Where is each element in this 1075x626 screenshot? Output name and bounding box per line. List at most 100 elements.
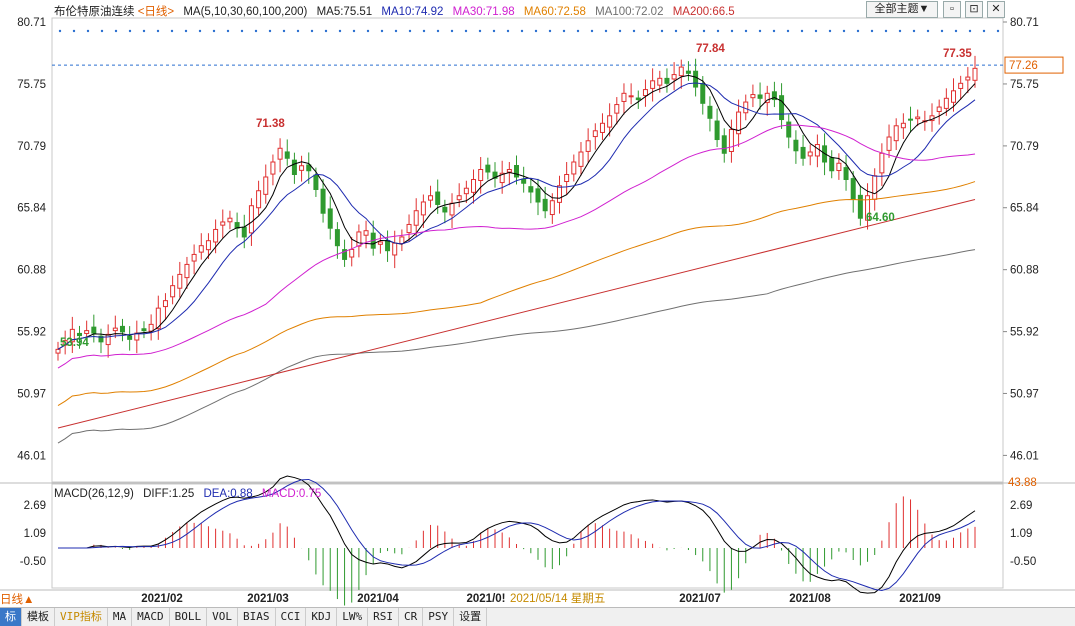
- marker-dot: [548, 29, 552, 33]
- marker-dot: [114, 29, 118, 33]
- candle-body: [420, 201, 426, 216]
- marker-dot: [786, 29, 790, 33]
- y-axis-label-left: 55.92: [17, 327, 46, 339]
- marker-dot: [492, 29, 496, 33]
- y-axis-label-right: 55.92: [1010, 327, 1039, 339]
- toolbar-item[interactable]: LW%: [337, 608, 369, 626]
- toolbar-item[interactable]: BOLL: [170, 608, 208, 626]
- marker-dot: [716, 29, 720, 33]
- candle-body: [499, 172, 505, 184]
- candle-body: [320, 188, 326, 214]
- marker-dot: [688, 29, 692, 33]
- period-toggle[interactable]: 日线▲: [0, 594, 35, 606]
- y-axis-label-right: 46.01: [1010, 450, 1039, 462]
- macd-panel-frame: [51, 483, 1004, 589]
- candle-body: [779, 95, 785, 121]
- candle-body: [284, 151, 290, 159]
- marker-dot: [646, 29, 650, 33]
- candle-body: [69, 328, 75, 343]
- marker-dot: [730, 29, 734, 33]
- candle-body: [972, 67, 978, 81]
- macd-y-label-left: -0.50: [20, 556, 46, 568]
- ma60-value: MA60:72.58: [523, 6, 586, 18]
- annotation-low: 53.94: [60, 337, 89, 349]
- candle-body: [721, 135, 727, 154]
- candle-body: [84, 330, 90, 334]
- y-axis-label-left: 70.79: [17, 141, 46, 153]
- marker-dot: [884, 29, 888, 33]
- marker-dot: [240, 29, 244, 33]
- candle-body: [893, 125, 899, 142]
- marker-dot: [366, 29, 370, 33]
- theme-select-button[interactable]: 全部主题▼: [866, 1, 938, 18]
- marker-dot: [58, 29, 62, 33]
- candle-body: [76, 332, 82, 337]
- ma100-line: [57, 249, 976, 444]
- x-axis-label: 2021/09: [899, 593, 941, 605]
- x-axis-label: 2021/02: [141, 593, 183, 605]
- y-axis-label-right: 65.84: [1010, 203, 1039, 215]
- toolbar-item[interactable]: VIP指标: [55, 608, 108, 626]
- candle-body: [263, 176, 269, 195]
- candle-body: [943, 97, 949, 109]
- toolbar-item[interactable]: CCI: [276, 608, 307, 626]
- candle-body: [757, 94, 763, 99]
- marker-dot: [478, 29, 482, 33]
- macd-diff-line: [58, 475, 976, 594]
- candle-body: [743, 101, 749, 114]
- marker-dot: [296, 29, 300, 33]
- candle-body: [700, 83, 706, 104]
- candle-body: [406, 223, 412, 234]
- marker-dot: [72, 29, 76, 33]
- annotation-high: 77.84: [696, 43, 725, 55]
- toolbar-item[interactable]: KDJ: [306, 608, 338, 626]
- toolbar-item[interactable]: 标: [0, 608, 22, 626]
- marker-dot: [912, 29, 916, 33]
- candle-body: [112, 327, 118, 332]
- ma60-line: [57, 181, 976, 406]
- candle-body: [585, 140, 591, 152]
- candle-body: [119, 325, 125, 333]
- toolbar-item[interactable]: PSY: [423, 608, 455, 626]
- marker-dot: [142, 29, 146, 33]
- candle-body: [471, 178, 477, 193]
- toolbar-item[interactable]: MACD: [132, 608, 170, 626]
- toolbar-item[interactable]: CR: [399, 608, 424, 626]
- candle-body: [205, 240, 211, 251]
- marker-dot: [506, 29, 510, 33]
- candle-body: [771, 91, 777, 101]
- toolbar-item[interactable]: BIAS: [238, 608, 276, 626]
- candle-body: [807, 151, 813, 157]
- ma200-line: [57, 198, 976, 429]
- toolbar-item[interactable]: MA: [108, 608, 133, 626]
- candle-body: [936, 106, 942, 113]
- marker-dot: [926, 29, 930, 33]
- candle-body: [485, 164, 491, 173]
- y-axis-label-left: 80.71: [17, 17, 46, 29]
- macd-y-label-right: 1.09: [1010, 528, 1032, 540]
- toolbar-item[interactable]: RSI: [368, 608, 399, 626]
- candle-body: [363, 230, 369, 236]
- candle-body: [592, 130, 598, 138]
- period-label[interactable]: <日线>: [137, 6, 175, 18]
- marker-dot: [184, 29, 188, 33]
- toolbar-item[interactable]: 设置: [454, 608, 488, 626]
- candle-body: [91, 326, 97, 334]
- minimize-icon[interactable]: ▫: [943, 1, 961, 18]
- candle-body: [886, 136, 892, 151]
- marker-dot: [380, 29, 384, 33]
- marker-dot: [562, 29, 566, 33]
- candle-body: [184, 263, 190, 279]
- candle-body: [657, 77, 663, 86]
- zoom-icon[interactable]: ⊡: [965, 1, 983, 18]
- candle-body: [170, 285, 176, 298]
- candle-body: [198, 245, 204, 253]
- ma5-line: [57, 74, 976, 350]
- toolbar-item[interactable]: 模板: [22, 608, 55, 626]
- candle-body: [865, 195, 871, 221]
- marker-dot: [940, 29, 944, 33]
- toolbar-item[interactable]: VOL: [207, 608, 238, 626]
- candle-body: [385, 239, 391, 252]
- close-icon[interactable]: ✕: [987, 1, 1005, 18]
